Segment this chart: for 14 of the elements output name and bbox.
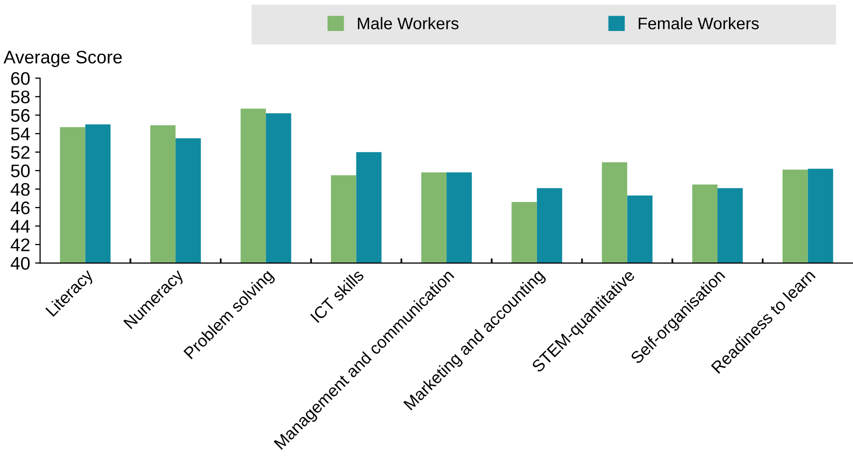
y-tick-label: 54 <box>11 128 30 140</box>
y-tick-label: 40 <box>10 256 30 270</box>
y-tick-label: 50 <box>11 164 30 178</box>
y-tick-label: 42 <box>10 238 30 252</box>
y-tick-label: 60 <box>11 72 30 85</box>
legend-label: Female Workers <box>638 17 759 30</box>
y-tick-label: 48 <box>10 183 30 196</box>
y-axis-title: Average Score <box>4 50 122 68</box>
legend-label: Male Workers <box>358 17 458 30</box>
y-tick-label: 58 <box>11 90 30 104</box>
y-tick-label: 52 <box>11 146 30 159</box>
y-tick-label: 44 <box>10 220 30 233</box>
y-tick-label: 46 <box>10 201 30 214</box>
y-tick-label: 56 <box>11 109 30 122</box>
